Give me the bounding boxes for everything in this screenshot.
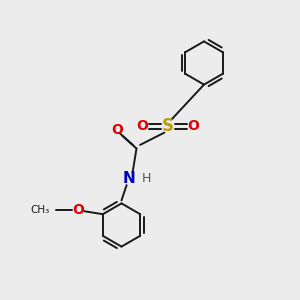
Text: N: N <box>123 171 135 186</box>
Text: O: O <box>188 119 200 133</box>
Text: S: S <box>162 117 174 135</box>
Text: O: O <box>72 203 84 217</box>
Text: O: O <box>111 124 123 137</box>
Text: H: H <box>142 172 151 185</box>
Text: O: O <box>136 119 148 133</box>
Text: CH₃: CH₃ <box>30 205 50 215</box>
